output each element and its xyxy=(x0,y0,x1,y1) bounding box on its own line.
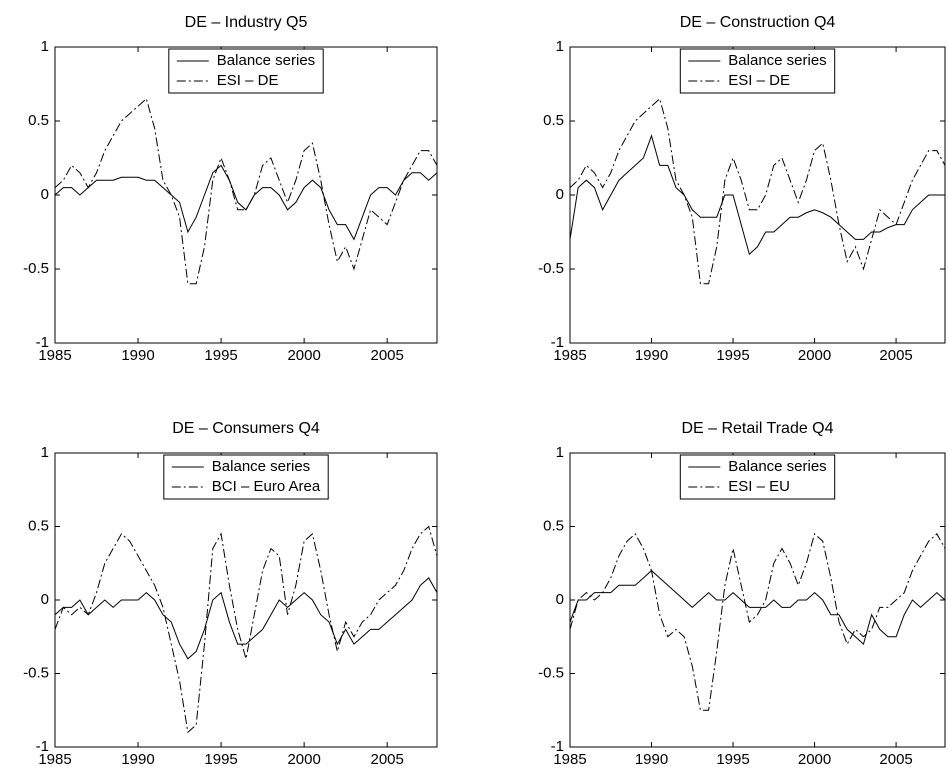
x-tick-label: 1990 xyxy=(635,751,668,768)
x-tick-label: 2005 xyxy=(370,347,403,364)
x-tick-label: 1990 xyxy=(121,347,154,364)
legend-label: ESI – EU xyxy=(728,478,790,495)
series-line xyxy=(54,97,438,285)
x-tick-label: 1995 xyxy=(204,751,237,768)
series-line xyxy=(569,134,945,256)
x-tick-label: 2000 xyxy=(287,347,320,364)
y-tick-label: 0 xyxy=(556,591,564,608)
x-tick-label: 2005 xyxy=(370,751,403,768)
y-tick-label: 0.5 xyxy=(28,112,49,129)
x-tick-label: 2000 xyxy=(798,751,831,768)
subplot: DE – Construction Q4 -1 -0.5 0 0.5 1 1985 1990 1… xyxy=(538,14,946,364)
y-tick-label: -0.5 xyxy=(538,664,564,681)
x-tick-label: 1995 xyxy=(716,347,749,364)
legend-box xyxy=(168,48,324,94)
series-line xyxy=(54,525,438,734)
x-tick-label: 2005 xyxy=(879,751,912,768)
y-tick-label: 1 xyxy=(556,38,564,55)
legend-label: BCI – Euro Area xyxy=(212,478,321,495)
x-tick-label: 1995 xyxy=(716,751,749,768)
legend-label: Balance series xyxy=(728,52,826,69)
series-line xyxy=(569,97,946,285)
legend-label: ESI – DE xyxy=(728,72,790,89)
series-line xyxy=(569,532,946,711)
x-tick-label: 1990 xyxy=(121,751,154,768)
legend-box xyxy=(679,454,836,500)
x-tick-label: 1985 xyxy=(553,347,586,364)
subplot: DE – Consumers Q4 -1 -0.5 0 0.5 1 1985 1990 1995… xyxy=(23,420,438,768)
x-tick-label: 2000 xyxy=(287,751,320,768)
y-tick-label: 0 xyxy=(41,591,49,608)
chart-title: DE – Retail Trade Q4 xyxy=(681,420,833,437)
y-tick-label: -0.5 xyxy=(23,664,49,681)
chart-title: DE – Construction Q4 xyxy=(680,14,836,31)
y-tick-label: 0 xyxy=(41,186,49,203)
plot-area xyxy=(54,46,438,344)
legend: Balance series ESI – EU xyxy=(679,454,836,500)
y-tick-label: -1 xyxy=(36,334,49,351)
legend-box xyxy=(679,48,836,94)
legend: Balance series ESI – DE xyxy=(168,48,324,94)
x-tick-label: 1990 xyxy=(635,347,668,364)
y-tick-label: 0.5 xyxy=(543,517,564,534)
x-tick-label: 1985 xyxy=(553,751,586,768)
chart-title: DE – Consumers Q4 xyxy=(172,420,320,437)
y-tick-label: -1 xyxy=(551,334,564,351)
chart-title: DE – Industry Q5 xyxy=(185,14,308,31)
x-tick-label: 2000 xyxy=(798,347,831,364)
subplot: DE – Retail Trade Q4 -1 -0.5 0 0.5 1 1985 1990 1… xyxy=(538,420,946,768)
series-line xyxy=(54,577,438,660)
series-line xyxy=(54,164,438,241)
y-tick-label: 1 xyxy=(41,444,49,461)
legend-label: ESI – DE xyxy=(217,72,279,89)
y-tick-label: 1 xyxy=(41,38,49,55)
y-tick-label: 0.5 xyxy=(543,112,564,129)
legend-label: Balance series xyxy=(728,458,826,475)
x-tick-label: 2005 xyxy=(879,347,912,364)
plot-area xyxy=(54,452,438,748)
x-tick-label: 1985 xyxy=(38,347,71,364)
x-tick-label: 1995 xyxy=(204,347,237,364)
plot-area xyxy=(569,46,946,344)
subplot: DE – Industry Q5 -1 -0.5 0 0.5 1 1985 1990 1995 2… xyxy=(23,14,438,364)
legend-label: Balance series xyxy=(217,52,315,69)
y-tick-label: 1 xyxy=(556,444,564,461)
legend-box xyxy=(163,454,329,500)
y-tick-label: 0.5 xyxy=(28,517,49,534)
y-tick-label: -1 xyxy=(551,738,564,755)
y-tick-label: -0.5 xyxy=(23,260,49,277)
legend: Balance series BCI – Euro Area xyxy=(163,454,329,500)
y-tick-label: -0.5 xyxy=(538,260,564,277)
y-tick-label: 0 xyxy=(556,186,564,203)
y-tick-label: -1 xyxy=(36,738,49,755)
series-line xyxy=(569,569,946,646)
legend: Balance series ESI – DE xyxy=(679,48,836,94)
x-tick-label: 1985 xyxy=(38,751,71,768)
legend-label: Balance series xyxy=(212,458,310,475)
